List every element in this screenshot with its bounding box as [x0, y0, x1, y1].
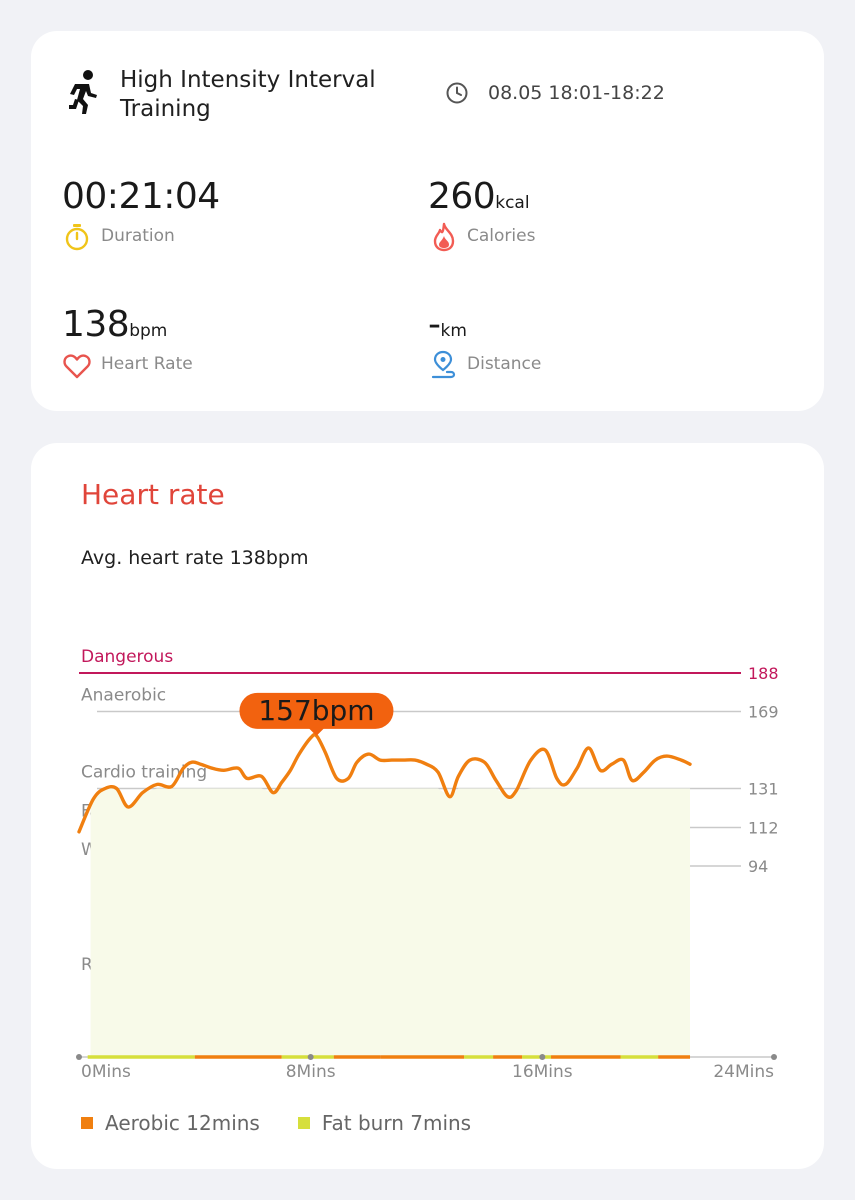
zone-label-cardio-training: Cardio training: [81, 763, 207, 783]
workout-time-range: 08.05 18:01-18:22: [488, 82, 665, 104]
heart-rate-unit: bpm: [129, 321, 168, 341]
legend-aerobic-swatch: [81, 1117, 93, 1129]
zone-threshold-warm-up: 94: [748, 857, 768, 876]
x-tick-dot: [307, 1054, 314, 1060]
x-tick-label: 24Mins: [713, 1062, 774, 1082]
legend: Aerobic 12mins Fat burn 7mins: [81, 1111, 471, 1135]
x-tick-label: 16Mins: [512, 1062, 573, 1082]
x-tick-dot: [539, 1054, 546, 1060]
calories-unit: kcal: [495, 193, 530, 213]
calories-value: 260: [428, 176, 496, 217]
zone-threshold-cardio-training: 131: [748, 780, 779, 799]
duration-label: Duration: [101, 226, 175, 246]
zone-label-anaerobic: Anaerobic: [81, 686, 166, 706]
x-tick-label: 0Mins: [81, 1062, 131, 1082]
duration-stat: 00:21:04: [62, 176, 220, 217]
chart-area-fill: [90, 770, 691, 1057]
heart-rate-stat: 138bpm: [62, 304, 167, 345]
clock-icon: [445, 81, 469, 109]
distance-stat: -km: [428, 304, 467, 345]
workout-title: High Intensity Interval Training: [120, 67, 376, 122]
zone-threshold-fat-burning: 112: [748, 819, 779, 838]
heart-rate-value: 138: [62, 304, 130, 345]
heart-rate-series-line: [77, 732, 692, 834]
heart-rate-label: Heart Rate: [101, 354, 193, 374]
legend-aerobic-label: Aerobic 12mins: [105, 1111, 260, 1135]
distance-value: -: [428, 304, 441, 345]
legend-fat-burn-label: Fat burn 7mins: [321, 1111, 472, 1135]
workout-summary-card: High Intensity Interval Training 08.05 1…: [31, 31, 824, 411]
duration-value: 00:21:04: [62, 176, 220, 217]
heart-rate-title: Heart rate: [81, 478, 225, 511]
legend-fat-burn-swatch: [297, 1117, 310, 1129]
calories-stat: 260kcal: [428, 176, 530, 217]
heart-rate-card: Heart rate Avg. heart rate 138bpm 188 Dan…: [31, 443, 824, 1169]
zone-threshold-dangerous: 188: [748, 664, 779, 683]
heart-icon: [63, 353, 91, 383]
zone-threshold-anaerobic: 169: [748, 703, 779, 722]
distance-label: Distance: [467, 354, 542, 374]
distance-unit: km: [440, 321, 467, 341]
peak-bubble: [239, 692, 394, 729]
heart-rate-chart: 188 Dangerous 169 Anaerobic 131 Cardio traini…: [76, 647, 779, 1082]
calories-label: Calories: [467, 226, 536, 246]
running-person-icon: [66, 69, 100, 119]
x-tick-dot: [76, 1054, 82, 1060]
x-tick-label: 8Mins: [286, 1062, 336, 1082]
flame-icon: [431, 222, 457, 256]
average-heart-rate: Avg. heart rate 138bpm: [81, 547, 309, 569]
peak-value-label: 157bpm: [258, 694, 374, 727]
route-pin-icon: [429, 350, 457, 384]
stopwatch-icon: [64, 223, 90, 255]
zone-label-dangerous: Dangerous: [81, 647, 173, 667]
x-tick-dot: [771, 1054, 777, 1060]
peak-bubble-pointer: [308, 727, 325, 736]
